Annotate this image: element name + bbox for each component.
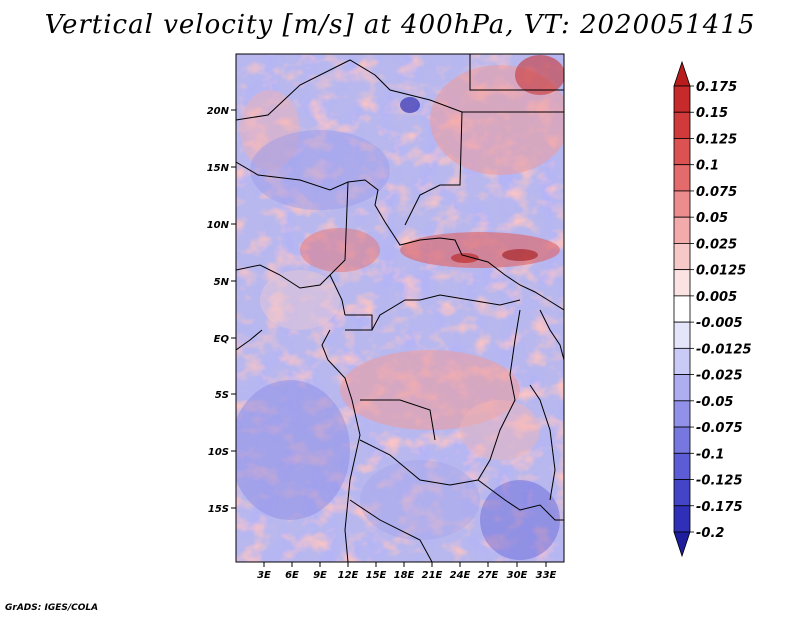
colorbar: 0.175 0.15 0.125 0.1 0.075 0.05 0.025 0.0125 0.0… — [673, 60, 752, 558]
lon-tick-label: 18E — [394, 570, 415, 581]
lon-tick-label: 6E — [285, 570, 299, 581]
colorbar-label: -0.175 — [696, 500, 743, 515]
colorbar-bin — [673, 295, 691, 323]
colorbar-label: 0.1 — [696, 159, 719, 174]
colorbar-label: -0.05 — [696, 395, 733, 410]
colorbar-label: -0.125 — [696, 474, 743, 489]
chart-title: Vertical velocity [m/s] at 400hPa, VT: 2… — [44, 10, 756, 40]
colorbar-bin — [673, 190, 691, 218]
colorbar-label: 0.175 — [696, 80, 737, 95]
colorbar-label: 0.075 — [696, 185, 737, 200]
colorbar-label: 0.025 — [696, 237, 737, 252]
colorbar-label: -0.2 — [696, 526, 724, 541]
colorbar-bin — [673, 60, 691, 87]
lon-tick-label: 3E — [257, 570, 271, 581]
colorbar-label: 0.05 — [696, 211, 728, 226]
lat-tick-label: 10N — [207, 220, 230, 231]
colorbar-label: 0.15 — [696, 106, 728, 121]
colorbar-label: -0.075 — [696, 421, 743, 436]
lat-tick-label: 15S — [208, 504, 229, 515]
colorbar-label: -0.1 — [696, 447, 724, 462]
colorbar-label: 0.0125 — [696, 264, 746, 279]
colorbar-bin — [673, 85, 691, 113]
colorbar-bin — [673, 505, 691, 533]
colorbar-label: -0.0125 — [696, 342, 752, 357]
lat-tick-label: EQ — [214, 334, 230, 345]
lon-tick-label: 24E — [450, 570, 471, 581]
lat-tick-label: 5N — [214, 277, 230, 288]
colorbar-label: 0.005 — [696, 290, 737, 305]
colorbar-bin — [673, 111, 691, 139]
lon-tick-label: 12E — [338, 570, 359, 581]
lat-tick-label: 15N — [207, 163, 230, 174]
footer-credit: GrADS: IGES/COLA — [5, 603, 99, 613]
colorbar-bin — [673, 216, 691, 244]
colorbar-bin — [673, 164, 691, 192]
colorbar-bin — [673, 138, 691, 166]
lat-tick-label: 5S — [215, 390, 229, 401]
colorbar-bin — [673, 426, 691, 454]
colorbar-bin — [673, 321, 691, 349]
latitude-axis: 20N 15N 10N 5N EQ 5S 10S 15S — [207, 106, 236, 515]
colorbar-label: 0.125 — [696, 132, 737, 147]
lat-tick-label: 10S — [208, 447, 229, 458]
colorbar-label: -0.005 — [696, 316, 743, 331]
country-borders — [236, 54, 564, 562]
colorbar-bin — [673, 452, 691, 480]
lon-tick-label: 21E — [422, 570, 443, 581]
colorbar-bin — [673, 243, 691, 271]
lon-tick-label: 30E — [507, 570, 528, 581]
colorbar-bin — [673, 479, 691, 507]
lat-tick-label: 20N — [207, 106, 230, 117]
colorbar-bin — [673, 374, 691, 402]
colorbar-bin — [673, 347, 691, 375]
velocity-field — [236, 54, 564, 562]
lon-tick-label: 15E — [366, 570, 387, 581]
lon-tick-label: 33E — [536, 570, 557, 581]
colorbar-label: -0.025 — [696, 369, 743, 384]
colorbar-bin — [673, 269, 691, 297]
colorbar-bin — [673, 400, 691, 428]
map-frame — [235, 53, 565, 563]
longitude-axis: 3E 6E 9E 12E 15E 18E 21E 24E 27E 30E 33E — [257, 562, 557, 581]
colorbar-bin — [673, 531, 691, 558]
lon-tick-label: 27E — [478, 570, 499, 581]
lon-tick-label: 9E — [313, 570, 327, 581]
